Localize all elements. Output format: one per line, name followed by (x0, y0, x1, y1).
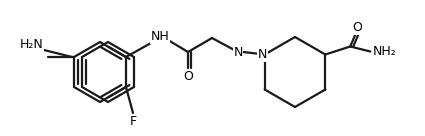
Text: O: O (352, 21, 362, 34)
Text: O: O (183, 69, 193, 83)
Text: F: F (130, 115, 136, 128)
Text: NH: NH (150, 30, 170, 44)
Text: NH₂: NH₂ (372, 45, 396, 58)
Text: N: N (258, 48, 267, 61)
Text: N: N (233, 46, 243, 58)
Text: H₂N: H₂N (20, 38, 44, 52)
